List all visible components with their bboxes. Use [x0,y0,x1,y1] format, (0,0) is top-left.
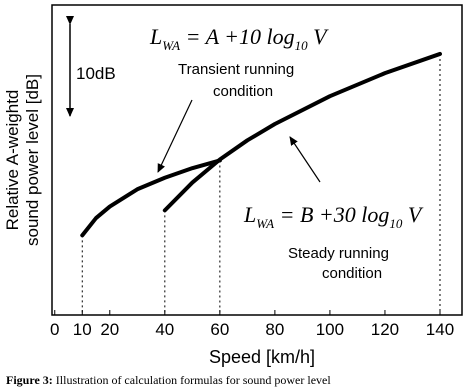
series-line [80,158,222,238]
formula-part: 10 [295,38,309,53]
y-axis-label-line: Relative A-weightd [3,90,22,231]
formula-part: V [308,24,330,49]
formula-part: V [402,202,424,227]
formula-part: 10 [389,216,403,231]
caption: Figure 3: Illustration of calculation fo… [6,373,331,387]
caption-label: Figure 3: [6,373,53,387]
x-tick-label: 80 [265,320,284,339]
formula-part: WA [162,38,180,53]
x-tick-label: 140 [426,320,454,339]
formula-part: = B +30 log [274,202,389,227]
annotation-arrow [289,136,321,183]
formula-part: = A +10 log [180,24,294,49]
x-tick-label: 40 [155,320,174,339]
formula: LWA = B +30 log10 V [243,202,424,231]
x-axis-label: Speed [km/h] [209,347,315,367]
annotation: Steady running [288,245,389,262]
annotation-arrow [157,99,193,173]
series-line [162,51,442,213]
annotation: Transient running [178,61,294,78]
caption-text: Illustration of calculation formulas for… [56,373,332,387]
x-tick-label: 100 [316,320,344,339]
x-tick-label: 60 [210,320,229,339]
y-axis-label-line: sound power level [dB] [23,74,42,246]
annotation: condition [213,83,273,100]
annotation: condition [322,265,382,282]
x-tick-label: 20 [100,320,119,339]
formula-part: WA [256,216,274,231]
formula-part: L [243,202,256,227]
formula-part: L [149,24,162,49]
plot-frame [51,4,463,316]
scale-label: 10dB [76,64,116,83]
x-tick-label: 10 [73,320,92,339]
x-tick-label: 0 [50,320,59,339]
formula: LWA = A +10 log10 V [149,24,329,53]
x-tick-label: 120 [371,320,399,339]
y-axis-label: Relative A-weightd sound power level [dB] [3,74,42,246]
